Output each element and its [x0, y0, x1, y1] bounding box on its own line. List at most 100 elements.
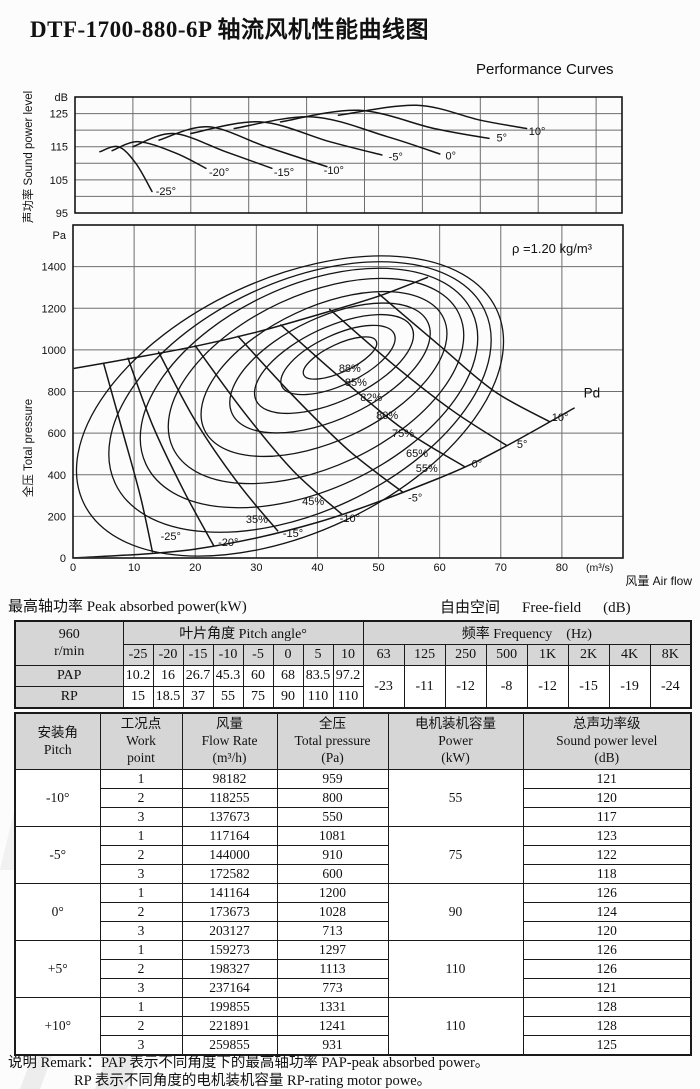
work-point-cell: 2 [99, 845, 183, 865]
pitch-curve--15° [157, 351, 279, 532]
sound-curve-label: -25° [156, 186, 176, 198]
work-point-cell: 1 [99, 826, 183, 846]
duty-row: -5° 1 117164 1081 75 123 [14, 826, 692, 884]
sound-chart: dB 125 115 105 95 声功率 Sound power level -25° -2… [21, 91, 623, 223]
freq-correction-value: -24 [649, 665, 692, 709]
duty-row: 3 203127 713 120 [15, 921, 692, 941]
sound-curve-label: -15° [274, 167, 294, 179]
power-value: 55 [212, 686, 244, 709]
pitch-curve-label: 10° [552, 412, 569, 424]
power-value: 75 [242, 686, 274, 709]
pressure-cell: 1241 [276, 1016, 389, 1036]
motor-power-cell: 110 [387, 997, 524, 1056]
work-point-cell: 1 [99, 769, 183, 789]
pressure-y-tick: 0 [60, 553, 66, 565]
duty-row: 3 172582 600 118 [15, 864, 692, 884]
flow-rate-cell: 199855 [181, 997, 278, 1017]
pressure-y-tick: 600 [48, 428, 66, 440]
freq-col: 2K [567, 644, 610, 666]
sound-level-cell: 126 [522, 940, 692, 960]
pitch-col: -25 [122, 644, 154, 666]
efficiency-label: 55% [416, 463, 438, 475]
work-point-cell: 1 [99, 997, 183, 1017]
pitch-curve--25° [102, 362, 154, 553]
flow-x-axis-label: 风量 Air flow [625, 574, 692, 588]
t1-row-RP: RP 15 18.5 37 55 75 90 110 110 [14, 686, 691, 709]
flow-x-tick: 30 [250, 562, 262, 574]
peak-power-table: 960 r/min 叶片角度 Pitch angle° 频率 Frequency (H… [14, 620, 693, 709]
duty-points-table: 安装角 Pitch 工况点 Work point 风量 Flow Rate (m³/h) 全压 T… [14, 712, 692, 1056]
work-point-cell: 2 [99, 959, 183, 979]
pitch-curve-label: 5° [517, 439, 528, 451]
sound-level-cell: 128 [522, 1016, 692, 1036]
pressure-cell: 1081 [276, 826, 389, 846]
freq-col: 8K [649, 644, 692, 666]
flow-x-tick: 40 [311, 562, 323, 574]
efficiency-contour-55% [139, 267, 479, 509]
efficiency-contour-45% [108, 261, 492, 533]
flow-rate-cell: 117164 [181, 826, 278, 846]
efficiency-label: 88% [339, 363, 361, 375]
sound-level-cell: 121 [522, 978, 692, 998]
sound-level-cell: 125 [522, 1035, 692, 1056]
work-point-cell: 2 [99, 902, 183, 922]
pressure-cell: 1200 [276, 883, 389, 903]
duty-row: 3 237164 773 121 [15, 978, 692, 998]
sound-curve-label: -20° [209, 167, 229, 179]
pitch-cell: +10° [14, 997, 101, 1056]
power-value: 110 [332, 686, 364, 709]
t1-row-PAP: PAP 10.2 16 26.7 45.3 60 68 83.5 97.2 -23 -11 -12 -8… [14, 665, 692, 709]
efficiency-label: 45% [302, 496, 324, 508]
pitch-col: 10 [332, 644, 364, 666]
pitch-curve-label: -15° [283, 528, 303, 540]
flow-rate-cell: 259855 [181, 1035, 278, 1056]
sound-curve-0° [233, 116, 441, 155]
sound-y-tick: 95 [56, 208, 68, 220]
freq-correction-value: -12 [526, 665, 569, 709]
t2-header-cell: 总声功率级 Sound power level (dB) [522, 712, 692, 770]
sound-curve-10° [337, 104, 528, 130]
pitch-curve-0° [280, 324, 465, 468]
flow-rate-cell: 221891 [181, 1016, 278, 1036]
sound-level-cell: 123 [522, 826, 692, 846]
freq-correction-value: -12 [444, 665, 487, 709]
efficiency-contour-35% [75, 255, 505, 557]
pressure-cell: 1113 [276, 959, 389, 979]
sound-curve-label: 5° [496, 132, 507, 144]
power-value: 90 [272, 686, 304, 709]
freq-correction-value: -11 [403, 665, 446, 709]
pitch-col: -10 [212, 644, 244, 666]
flow-rate-cell: 198327 [181, 959, 278, 979]
sound-y-tick: 115 [50, 142, 68, 154]
pressure-cell: 1331 [276, 997, 389, 1017]
sound-curve--15° [132, 132, 273, 170]
work-point-cell: 3 [99, 921, 183, 941]
duty-row: 2 198327 1113 126 [15, 959, 692, 979]
pressure-y-tick: 200 [48, 511, 66, 523]
sound-level-cell: 117 [522, 807, 692, 827]
t2-header-cell: 安装角 Pitch [14, 712, 101, 770]
flow-x-tick: 80 [556, 562, 568, 574]
sound-level-cell: 124 [522, 902, 692, 922]
flow-x-unit: (m³/s) [586, 562, 613, 574]
power-value: 45.3 [212, 665, 244, 687]
power-value: 10.2 [122, 665, 154, 687]
pressure-cell: 959 [276, 769, 389, 789]
pressure-cell: 800 [276, 788, 389, 808]
flow-rate-cell: 203127 [181, 921, 278, 941]
work-point-cell: 3 [99, 1035, 183, 1056]
pressure-y-tick: 1200 [42, 303, 66, 315]
work-point-cell: 3 [99, 864, 183, 884]
sound-curve--10° [158, 126, 328, 168]
duty-row: 2 144000 910 122 [15, 845, 692, 865]
duty-row: 3 259855 931 125 [15, 1035, 692, 1056]
sound-y-unit: dB [55, 92, 68, 104]
duty-row: 2 118255 800 120 [15, 788, 692, 808]
duty-row: +5° 1 159273 1297 110 126 [14, 940, 692, 998]
power-value: 26.7 [182, 665, 214, 687]
row-label: PAP [14, 665, 124, 687]
power-value: 97.2 [332, 665, 364, 687]
pressure-cell: 1028 [276, 902, 389, 922]
flow-rate-cell: 144000 [181, 845, 278, 865]
flow-rate-cell: 159273 [181, 940, 278, 960]
